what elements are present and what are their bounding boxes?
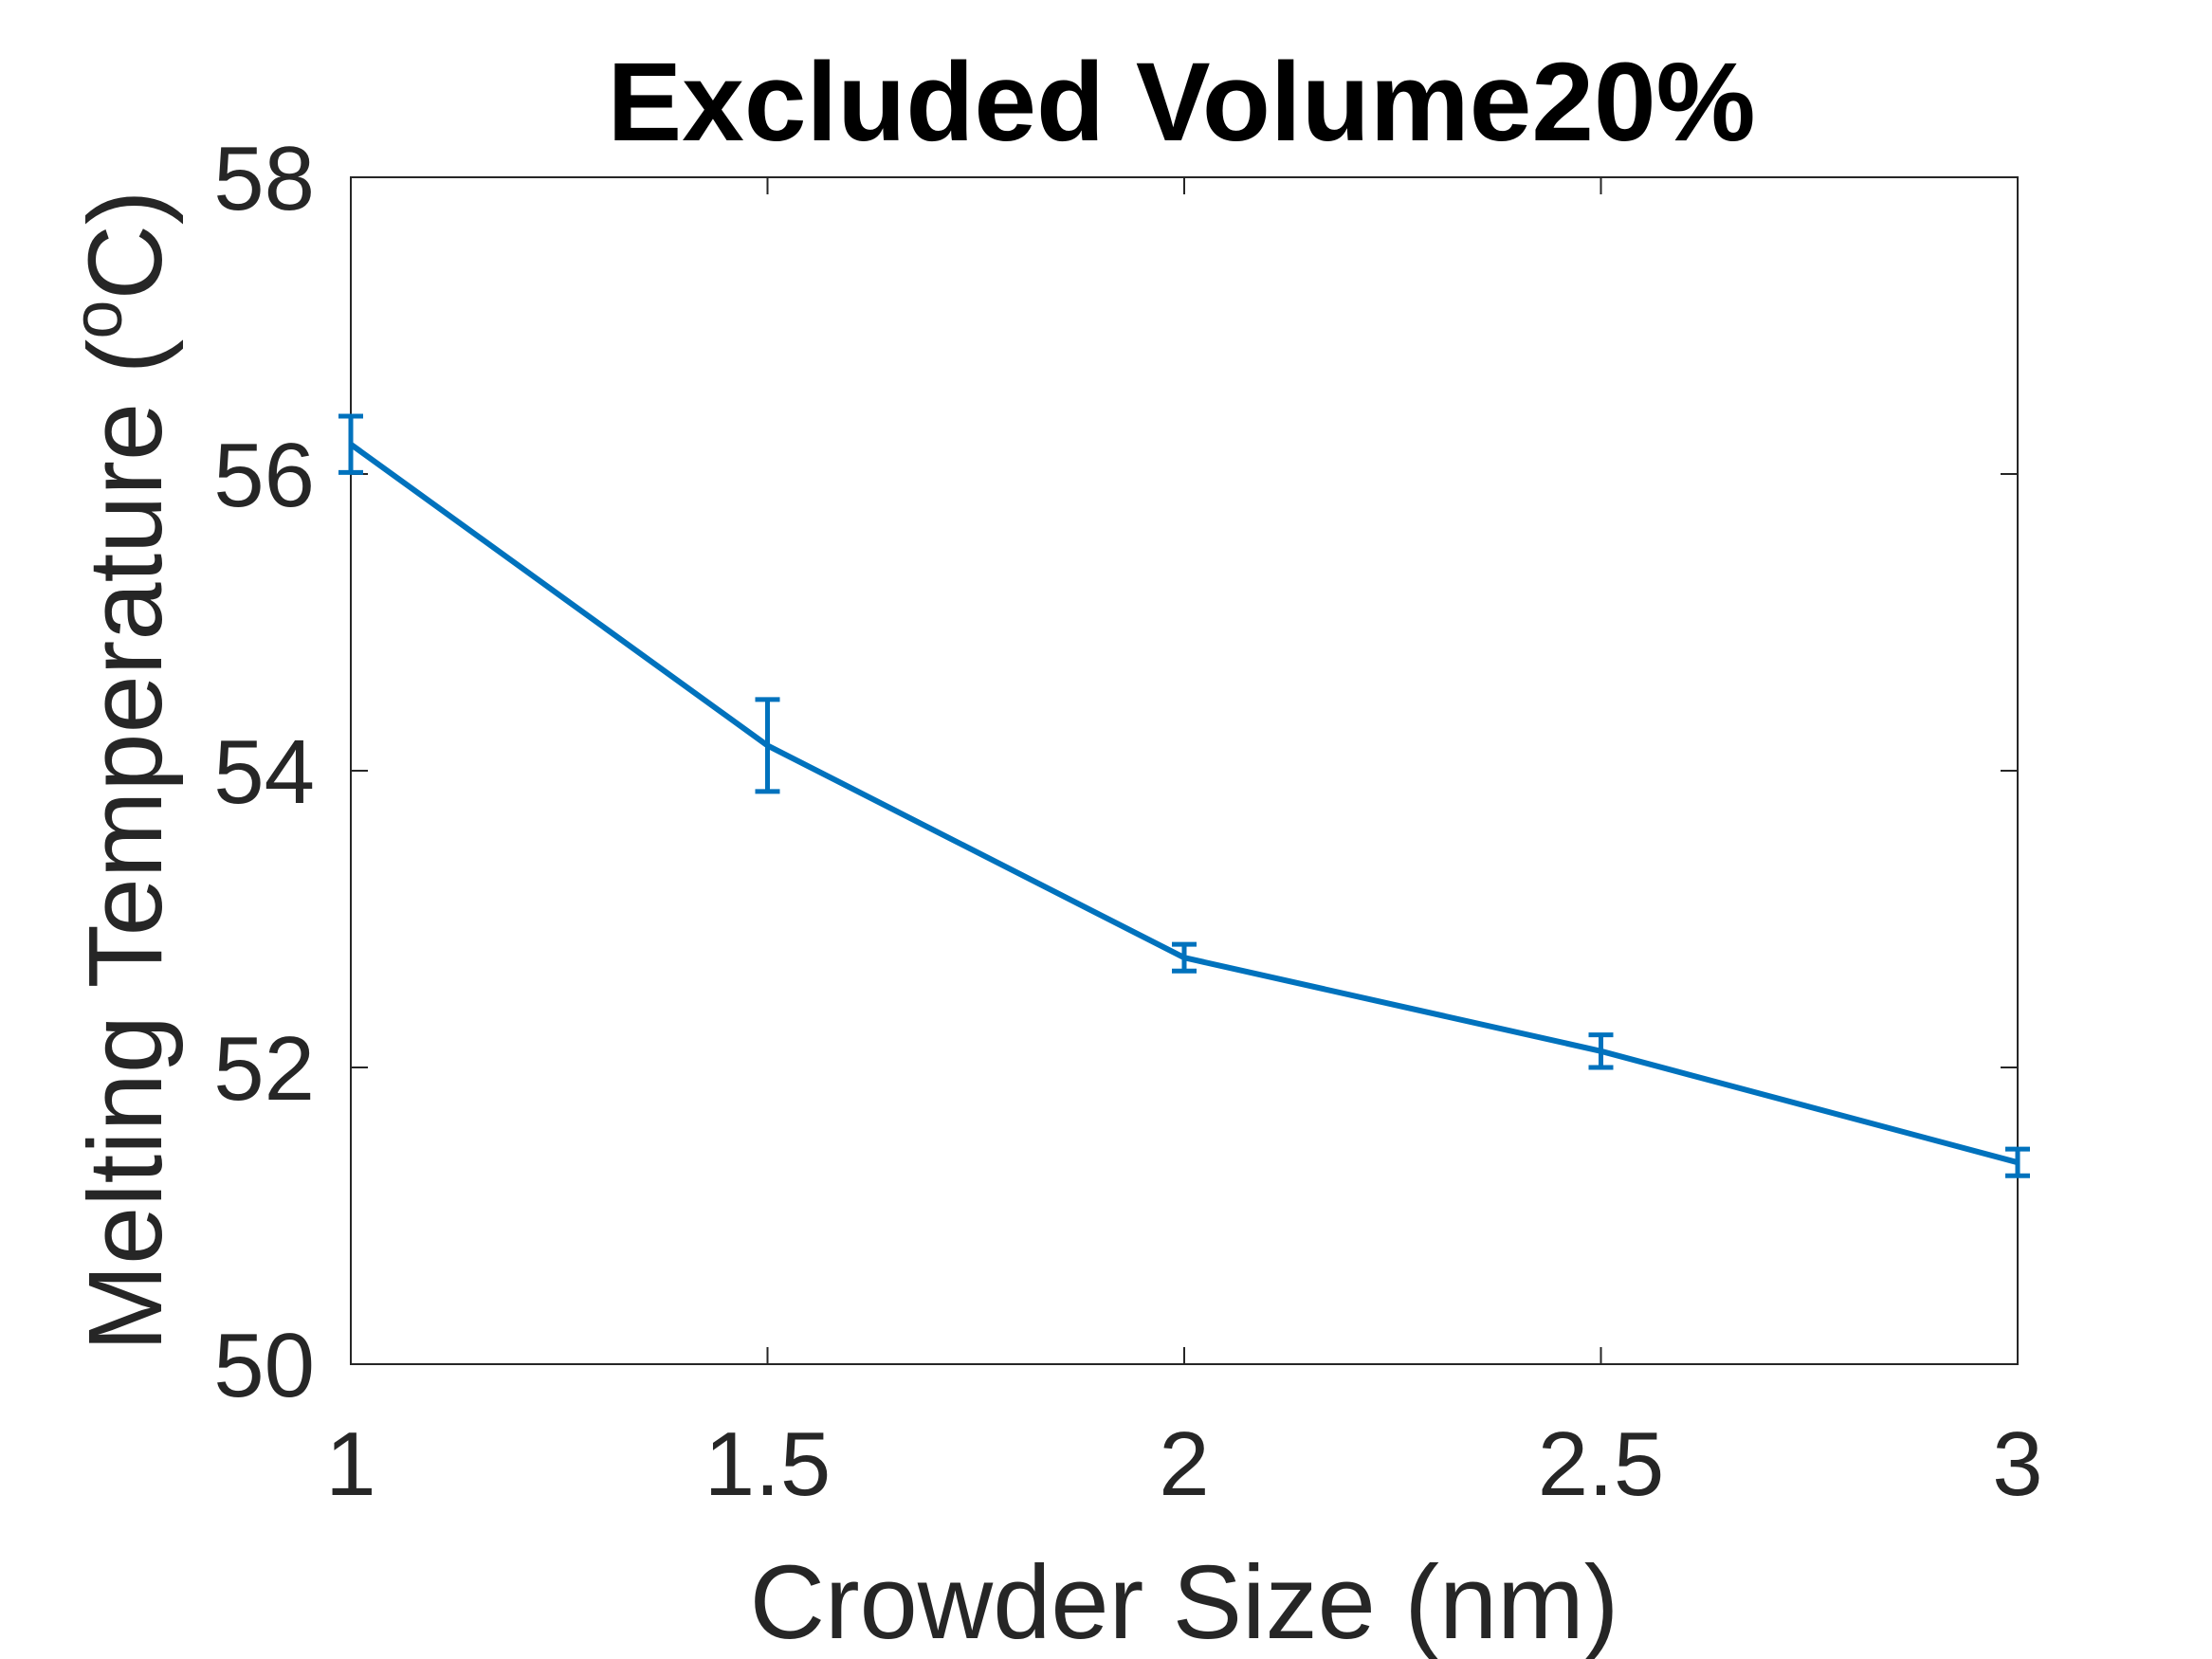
- x-tick-label: 1.5: [704, 1413, 831, 1515]
- chart-title: Excluded Volume20%: [608, 40, 1756, 165]
- y-tick-label: 56: [213, 425, 315, 526]
- y-tick-label: 54: [213, 721, 315, 823]
- x-tick-label: 1: [325, 1413, 375, 1515]
- error-bar: [1588, 1032, 1614, 1070]
- y-tick-label: 50: [213, 1315, 315, 1416]
- y-axis-label: Melting Temperature (oC): [58, 190, 184, 1351]
- error-bar: [2005, 1146, 2030, 1178]
- x-tick-labels: 1 1.5 2 2.5 3: [325, 1413, 2042, 1515]
- y-axis-label-degree: o: [58, 301, 137, 339]
- y-axis-label-unit: C): [67, 190, 184, 300]
- data-series: [338, 413, 2030, 1178]
- y-tick-label: 52: [213, 1018, 315, 1120]
- x-axis-label: Crowder Size (nm): [750, 1544, 1619, 1659]
- x-tick-label: 3: [1992, 1413, 2042, 1515]
- y-tick-label: 58: [213, 128, 315, 229]
- error-bar: [1172, 941, 1197, 974]
- error-bar: [338, 413, 363, 475]
- y-tick-labels: 50 52 54 56 58: [213, 128, 315, 1416]
- x-tick-label: 2.5: [1538, 1413, 1664, 1515]
- y-axis-label-main: Melting Temperature (: [67, 339, 184, 1352]
- plot-area: [350, 176, 2019, 1365]
- x-tick-label: 2: [1159, 1413, 1209, 1515]
- error-bar: [755, 697, 780, 794]
